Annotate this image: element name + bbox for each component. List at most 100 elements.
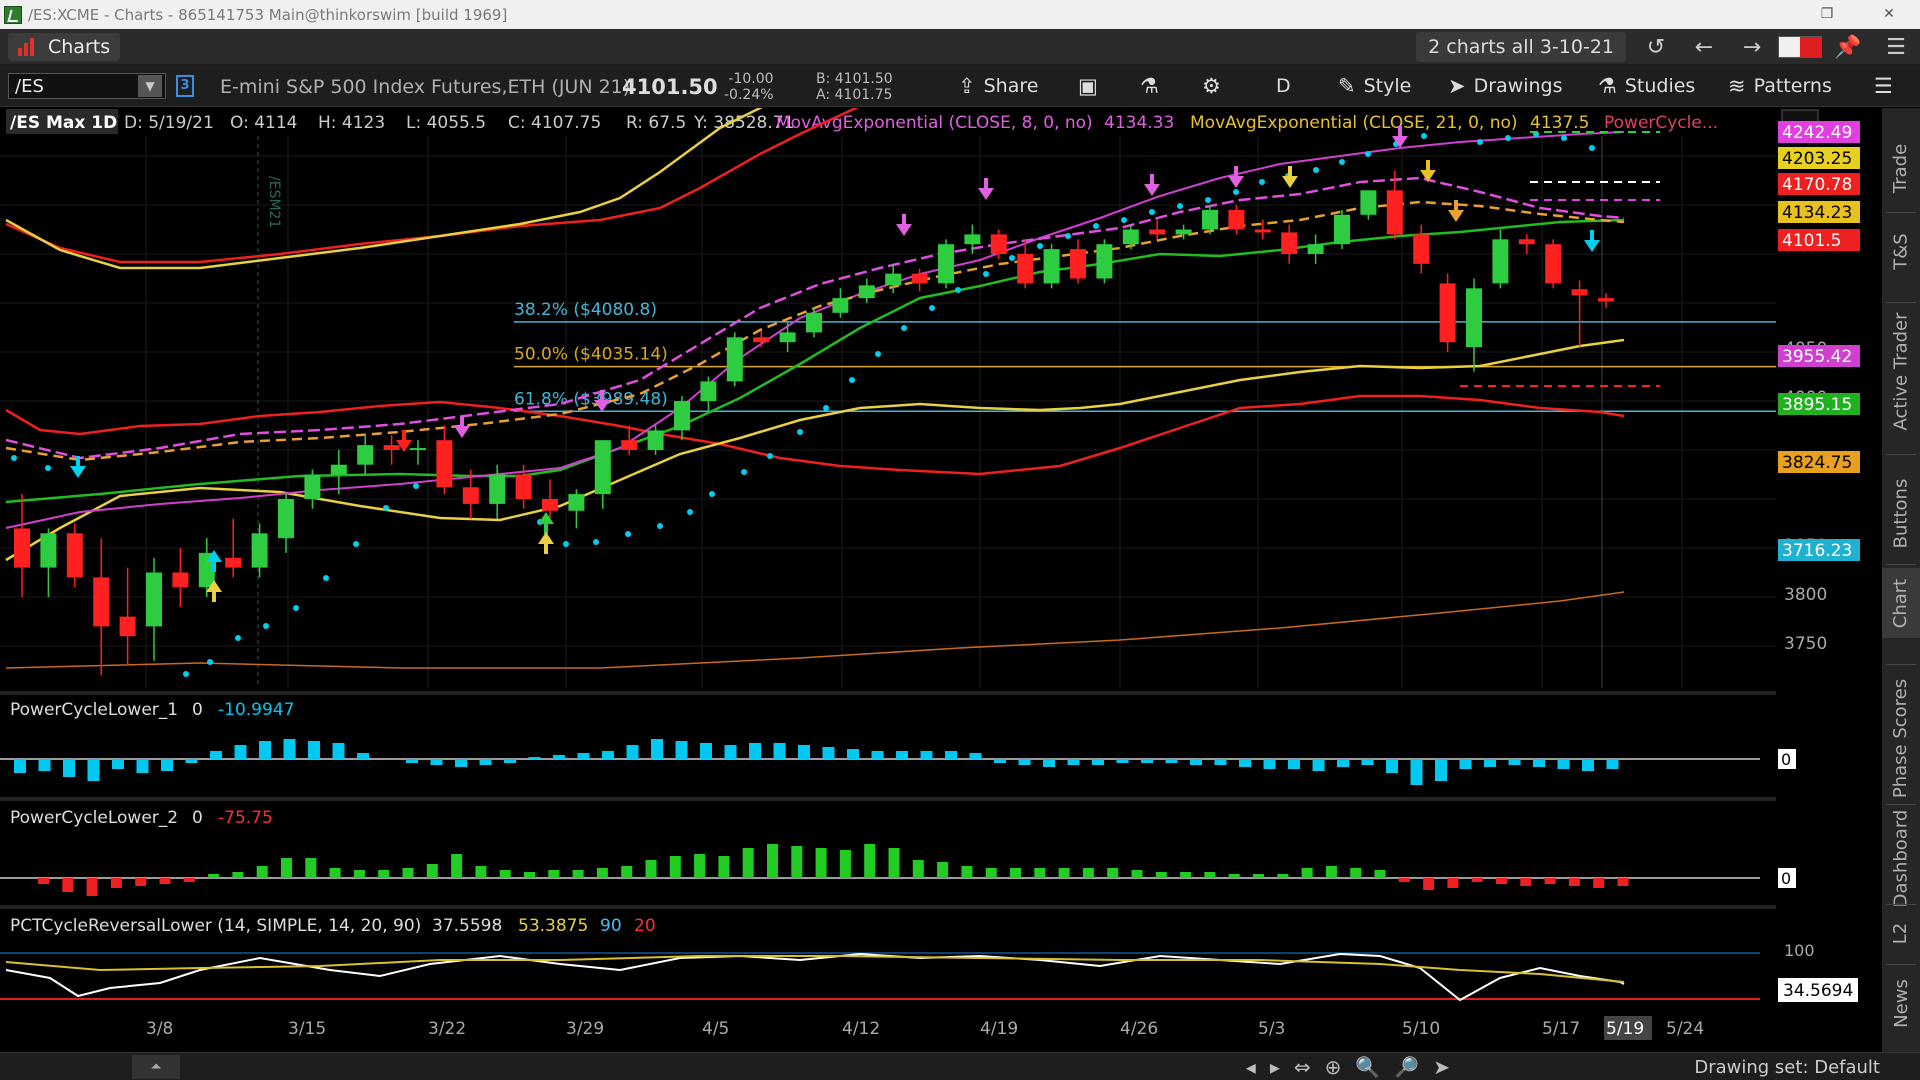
candle-body [1386,190,1403,235]
zoom-in-icon[interactable]: 🔍 [1355,1055,1381,1079]
lower2-bar [718,856,730,878]
status-bar: ⏶ ◂ ▸ ⇔ ⊕ 🔍 🔎 ➤ Drawing set: Default [0,1052,1920,1080]
side-tab-label: L2 [1890,922,1912,944]
lower1-bar [798,745,810,759]
settings-button[interactable]: ⚙ [1202,65,1229,107]
color-scheme-icon[interactable] [1776,32,1824,62]
side-tab-phase-scores[interactable]: Phase Scores [1882,668,1920,808]
lower3-white-line [5,952,1625,1002]
drawing-set-label[interactable]: Drawing set: Default [1694,1057,1880,1078]
price-tick: 3800 [1784,585,1827,605]
lower1-scale-zero: 0 [1781,750,1791,769]
price-badge [1778,121,1860,143]
side-tab-news[interactable]: News [1882,968,1920,1038]
lower1-bar [234,745,247,759]
crosshair-icon[interactable]: ⊕ [1324,1055,1342,1079]
grid-selector[interactable]: 2 charts all 3-10-21 [1416,32,1626,62]
cyan-signal-dot [1505,135,1511,141]
collapse-handle[interactable]: ⏶ [132,1055,180,1079]
scroll-right-icon[interactable]: ▸ [1269,1055,1280,1079]
forward-arrow-icon[interactable]: → [1742,34,1762,60]
scroll-left-icon[interactable]: ◂ [1245,1055,1256,1079]
side-tab-active-trader[interactable]: Active Trader [1882,306,1920,436]
flexible-grid-button[interactable]: ▣ [1078,65,1106,107]
candle-body [700,381,717,401]
menu-icon: ☰ [1874,74,1893,98]
net-change: -10.00 [728,71,774,87]
side-tab-dashboard[interactable]: Dashboard [1882,808,1920,908]
cyan-signal-dot [1313,167,1319,173]
candle-body [1122,229,1139,245]
lower2-bar [815,848,827,878]
side-tab-l2[interactable]: L2 [1882,908,1920,958]
cyan-signal-dot [183,671,189,677]
pointer-icon[interactable]: ➤ [1433,1055,1450,1079]
restore-icon[interactable]: ❐ [1820,6,1834,22]
lower2-bar [1155,872,1167,878]
candle-body [568,494,585,511]
candle-body [1017,254,1034,284]
patterns-button[interactable]: ≋ Patterns [1728,65,1832,107]
lower2-bar [232,872,244,878]
lower3-value: 34.5694 [1783,981,1853,1001]
style-button[interactable]: ✎ Style [1338,65,1411,107]
signal-arrow [1448,200,1464,222]
chart-menu-button[interactable]: ☰ [1874,65,1901,107]
candle-body [251,533,268,568]
lower2-bar [1617,878,1629,886]
side-tab-trade[interactable]: Trade [1882,128,1920,208]
price-badges: 4242.49 4203.25 4170.78 4134.23 4101.5 3955.4… [1778,121,1860,561]
charts-tab[interactable]: Charts [8,33,120,61]
menu-icon[interactable]: ☰ [1886,34,1906,60]
lower3-value-badge [1778,978,1858,1002]
lower1-bar [1435,759,1447,781]
price-badge [1778,229,1860,251]
share-button[interactable]: ⇪ Share [958,65,1038,107]
expand-icon[interactable]: ⇔ [1293,1055,1311,1079]
bid-ask: B: 4101.50 A: 4101.75 [816,71,893,103]
symbol-dropdown-icon[interactable]: ▼ [138,75,162,97]
time-axis-label: 5/10 [1402,1019,1440,1039]
time-axis[interactable]: 3/8 3/15 3/22 3/29 4/5 4/12 4/19 4/26 5/3 5/10 5/1… [146,1016,1704,1040]
aggregation-button[interactable]: D [1276,65,1291,107]
chart-area[interactable]: /ES Max 1D D: 5/19/21 O: 4114 H: 4123 L:… [0,50,1882,1080]
sma-green [5,218,1625,504]
lower2-bar [912,860,924,878]
side-tab-t-s[interactable]: T&S [1882,216,1920,286]
candle-body [146,572,162,627]
candle-body [1571,289,1588,296]
lower1-bar [185,759,198,763]
studies-lab-button[interactable]: ⚗ [1140,65,1167,107]
lower2-bar [1253,874,1264,878]
lower2-bar [1544,878,1556,884]
cyan-signal-dot [657,523,663,529]
back-arrow-icon[interactable]: ← [1694,34,1714,60]
pin-icon[interactable]: 📌 [1834,34,1862,60]
side-tab-chart[interactable]: Chart [1882,568,1920,638]
candle-body [93,577,110,627]
lower1-bar [63,759,75,777]
side-tab-divider [1886,964,1916,965]
drawings-button[interactable]: ➤ Drawings [1448,65,1563,107]
undo-icon[interactable]: ↺ [1646,34,1666,60]
lower1-bar [479,759,492,765]
header-range: R: 67.5 [626,113,686,133]
zoom-out-icon[interactable]: 🔎 [1394,1055,1420,1079]
lower2-bar [1107,868,1119,878]
price-badge [1778,539,1860,561]
lower1-bar [136,759,149,773]
price-tick: 3750 [1784,634,1827,654]
lower3-scale-top: 100 [1784,941,1815,960]
chart-canvas[interactable]: /ES Max 1D D: 5/19/21 O: 4114 H: 4123 L:… [0,50,1882,1052]
link-group-button[interactable]: 3 [176,75,194,97]
close-icon[interactable]: ✕ [1883,6,1895,22]
candle-body [1545,244,1562,284]
signal-arrow [70,456,86,478]
lower1-bar [1067,759,1080,765]
side-tab-buttons[interactable]: Buttons [1882,458,1920,568]
patterns-icon: ≋ [1728,74,1746,98]
cyan-signal-dot [383,505,389,511]
studies-button[interactable]: ⚗ Studies [1598,65,1695,107]
candle-body [304,474,321,499]
lower1-bar [1312,759,1325,771]
